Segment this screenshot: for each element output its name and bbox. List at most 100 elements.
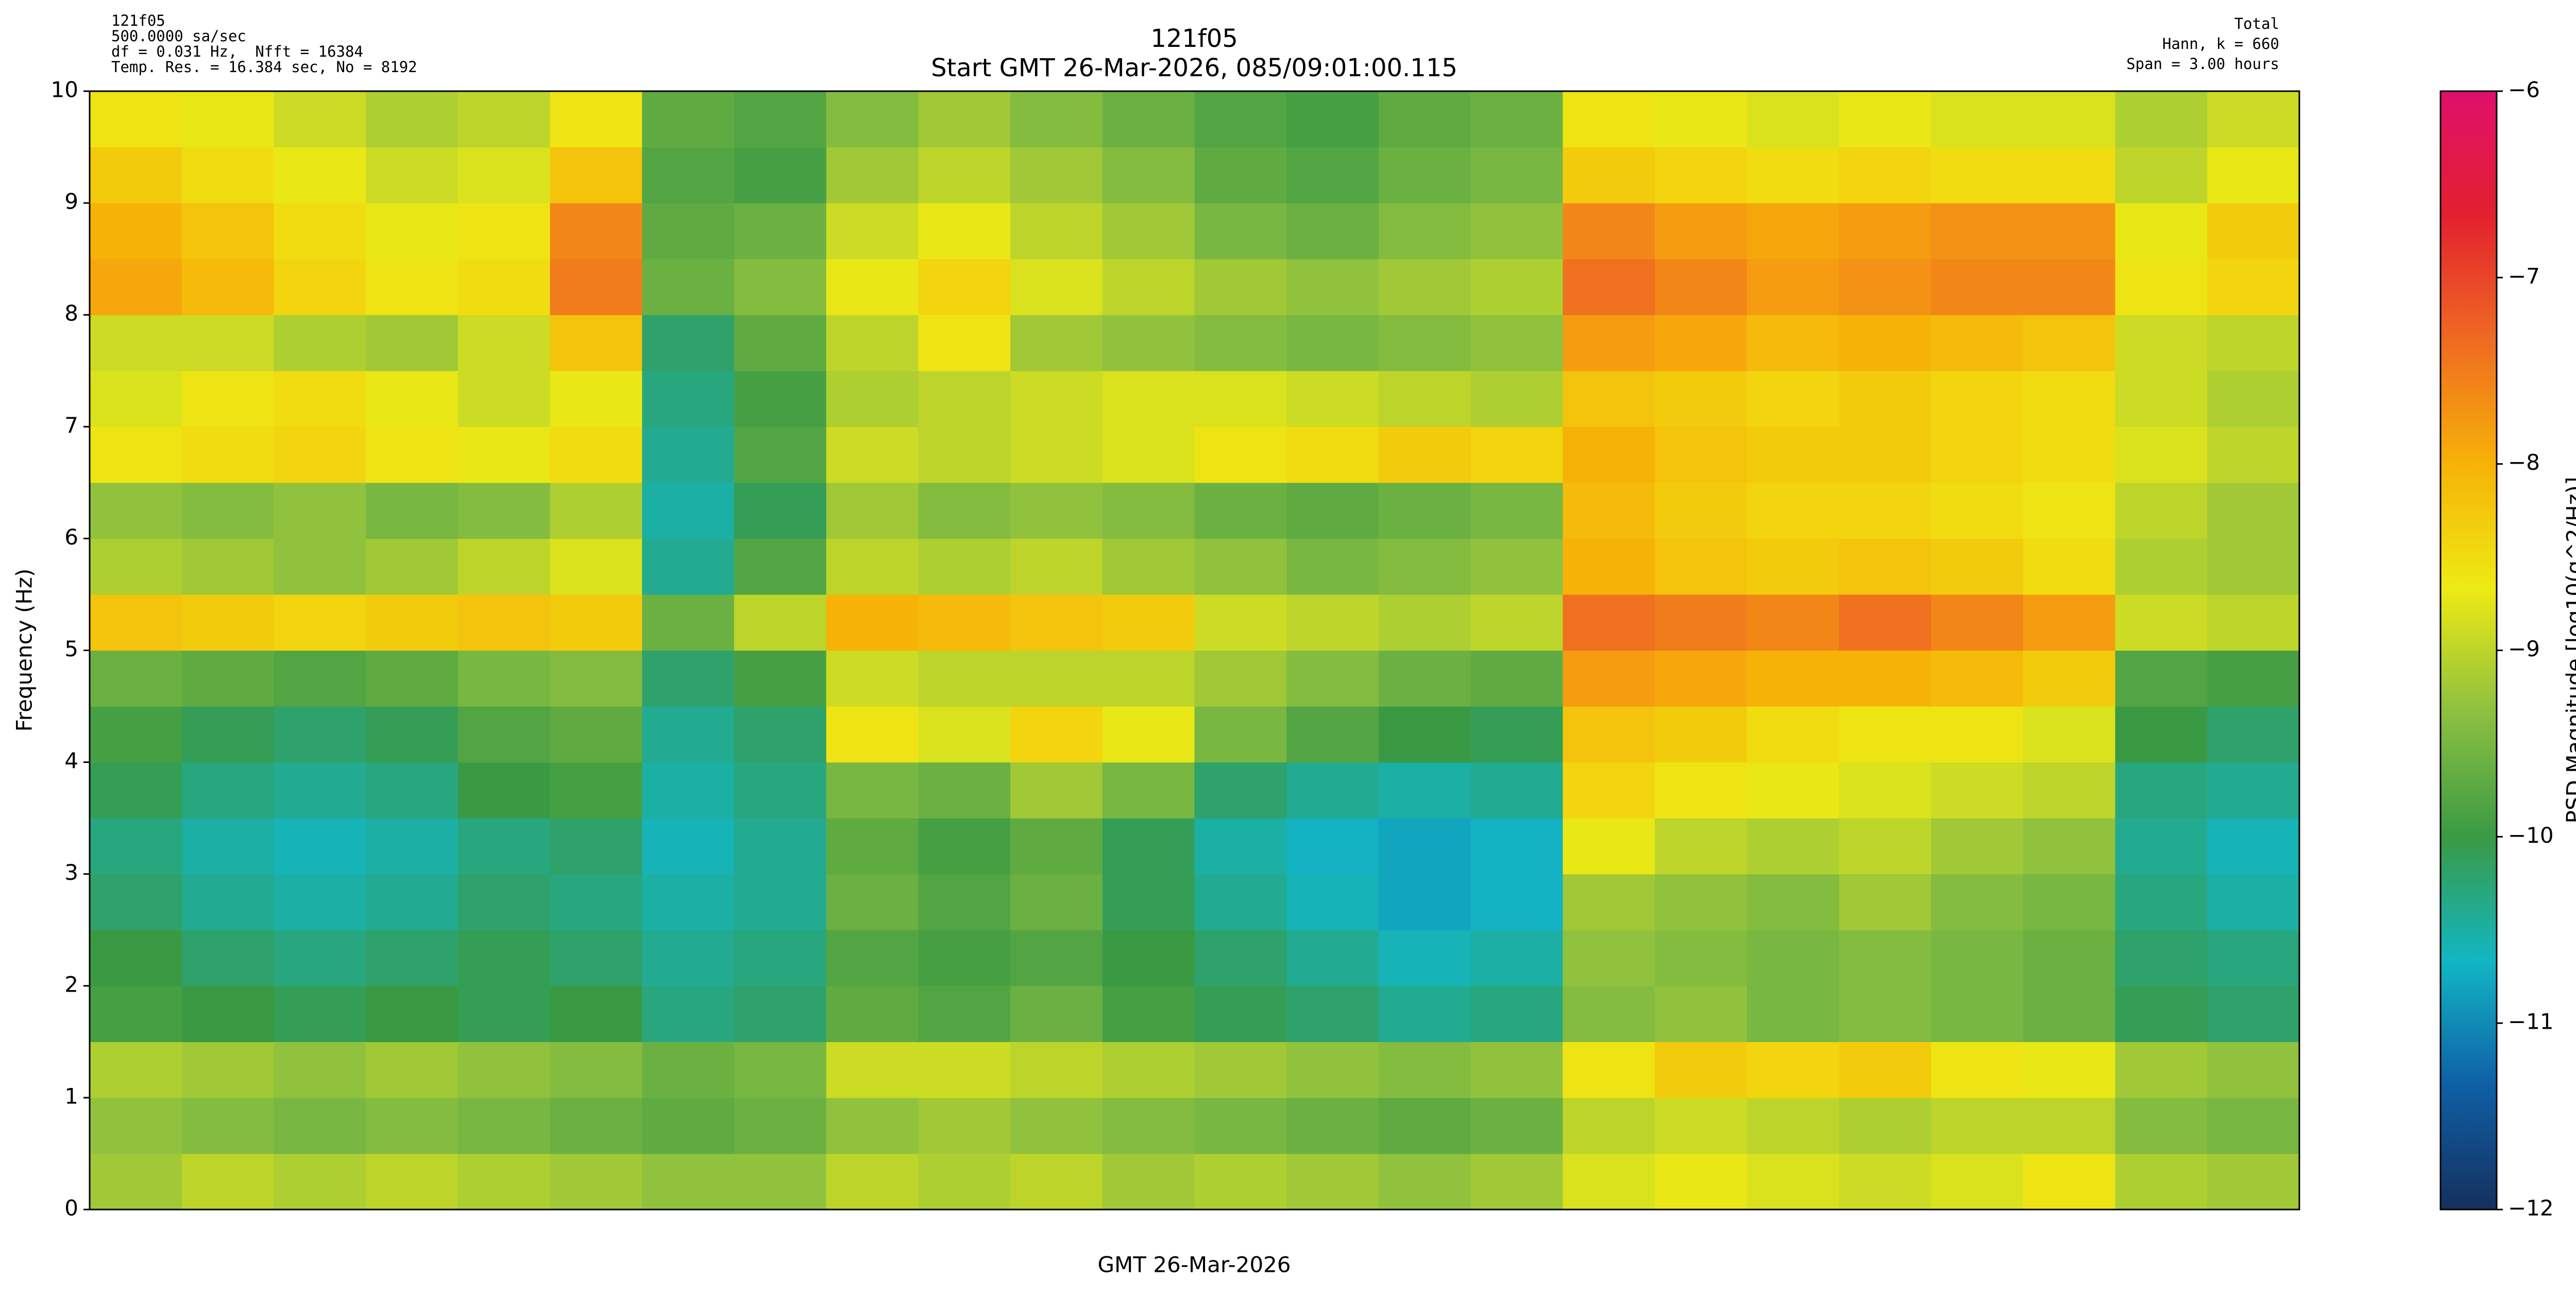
spectrogram-cell <box>642 985 735 1042</box>
spectrogram-cell <box>734 762 827 819</box>
spectrogram-cell <box>1194 427 1287 483</box>
spectrogram-cell <box>1102 818 1195 875</box>
spectrogram-cell <box>642 259 735 315</box>
spectrogram-cell <box>1194 985 1287 1042</box>
spectrogram-cell <box>1470 482 1563 539</box>
spectrogram-cell <box>90 706 182 763</box>
spectrogram-cell <box>2115 706 2208 763</box>
spectrogram-cell <box>181 315 275 371</box>
spectrogram-cell <box>1747 1153 1840 1210</box>
spectrogram-cell <box>918 985 1011 1042</box>
spectrogram-cell <box>826 1153 919 1210</box>
spectrogram-cell <box>1102 538 1195 595</box>
spectrogram-cell <box>1931 259 2024 315</box>
spectrogram-cell <box>1194 594 1287 651</box>
spectrogram-cell <box>550 370 642 427</box>
spectrogram-cell <box>826 482 919 539</box>
spectrogram-cell <box>90 762 182 819</box>
spectrogram-cell <box>1563 874 1655 930</box>
spectrogram-cell <box>1747 147 1840 203</box>
spectrogram-cell <box>1286 147 1379 203</box>
spectrogram-cell <box>366 706 459 763</box>
info-right: Hann, k = 660 <box>2162 35 2279 53</box>
spectrogram-cell <box>642 1097 735 1154</box>
spectrogram-cell <box>1010 315 1103 371</box>
spectrogram-cell <box>366 203 459 260</box>
colorbar-tick-label: −12 <box>2508 1196 2554 1221</box>
spectrogram-cell <box>457 482 551 539</box>
spectrogram-cell <box>457 874 551 930</box>
spectrogram-cell <box>1378 1042 1471 1098</box>
spectrogram-cell <box>181 706 275 763</box>
spectrogram-cell <box>366 370 459 427</box>
spectrogram-cell <box>2207 315 2300 371</box>
spectrogram-cell <box>826 538 919 595</box>
spectrogram-cell <box>734 147 827 203</box>
spectrogram-cell <box>1931 818 2024 875</box>
spectrogram-cell <box>1286 538 1379 595</box>
spectrogram-cell <box>2023 930 2116 986</box>
spectrogram-cell <box>550 538 642 595</box>
spectrogram-cell <box>1931 538 2024 595</box>
y-tick-label: 7 <box>64 413 78 438</box>
spectrogram-cell <box>1747 706 1840 763</box>
spectrogram-cell <box>1655 650 1748 707</box>
spectrogram-cell <box>918 203 1011 260</box>
spectrogram-cell <box>181 1097 275 1154</box>
spectrogram-cell <box>550 706 642 763</box>
spectrogram-cell <box>1655 315 1748 371</box>
spectrogram-cell <box>366 762 459 819</box>
spectrogram-cell <box>550 985 642 1042</box>
spectrogram-cell <box>1655 706 1748 763</box>
spectrogram-cell <box>274 427 366 483</box>
spectrogram-cell <box>2207 706 2300 763</box>
spectrogram-cell <box>1378 1153 1471 1210</box>
spectrogram-cell <box>1931 762 2024 819</box>
spectrogram-cell <box>366 91 459 148</box>
spectrogram-cell <box>1286 762 1379 819</box>
spectrogram-cell <box>2207 985 2300 1042</box>
spectrogram-cell <box>1839 985 1931 1042</box>
spectrogram-cell <box>1102 762 1195 819</box>
spectrogram-cell <box>181 650 275 707</box>
chart-subtitle: Start GMT 26-Mar-2026, 085/09:01:00.115 <box>931 54 1458 82</box>
spectrogram-cell <box>90 427 182 483</box>
spectrogram-cell <box>734 1153 827 1210</box>
spectrogram-cell <box>2023 1042 2116 1098</box>
spectrogram-cell <box>2115 203 2208 260</box>
spectrogram-cell <box>274 762 366 819</box>
spectrogram-cell <box>2207 370 2300 427</box>
spectrogram-cell <box>90 874 182 930</box>
spectrogram-cell <box>1194 538 1287 595</box>
spectrogram-cell <box>1102 930 1195 986</box>
spectrogram-cell <box>1102 203 1195 260</box>
spectrogram-cell <box>1655 259 1748 315</box>
spectrogram-cell <box>2115 91 2208 148</box>
spectrogram-cell <box>1378 315 1471 371</box>
spectrogram-cell <box>2207 818 2300 875</box>
spectrogram-cell <box>642 370 735 427</box>
spectrogram-cell <box>1286 874 1379 930</box>
colorbar-tick-label: −9 <box>2508 636 2540 661</box>
spectrogram-cell <box>2115 370 2208 427</box>
spectrogram-cell <box>1747 427 1840 483</box>
spectrogram-cell <box>1563 1153 1655 1210</box>
y-axis-label: Frequency (Hz) <box>12 569 37 732</box>
spectrogram-cell <box>1010 874 1103 930</box>
spectrogram-cell <box>826 706 919 763</box>
spectrogram-cell <box>918 818 1011 875</box>
spectrogram-cell <box>2023 203 2116 260</box>
spectrogram-cell <box>1194 315 1287 371</box>
spectrogram-cell <box>550 650 642 707</box>
spectrogram-cell <box>918 91 1011 148</box>
spectrogram-cell <box>457 147 551 203</box>
spectrogram-cell <box>734 1097 827 1154</box>
spectrogram-cell <box>1102 147 1195 203</box>
spectrogram-cell <box>1194 147 1287 203</box>
spectrogram-cell <box>457 315 551 371</box>
spectrogram-cell <box>918 762 1011 819</box>
y-tick-label: 4 <box>64 748 78 773</box>
spectrogram-cell <box>2115 1153 2208 1210</box>
spectrogram-cell <box>1378 538 1471 595</box>
spectrogram-cell <box>1286 203 1379 260</box>
